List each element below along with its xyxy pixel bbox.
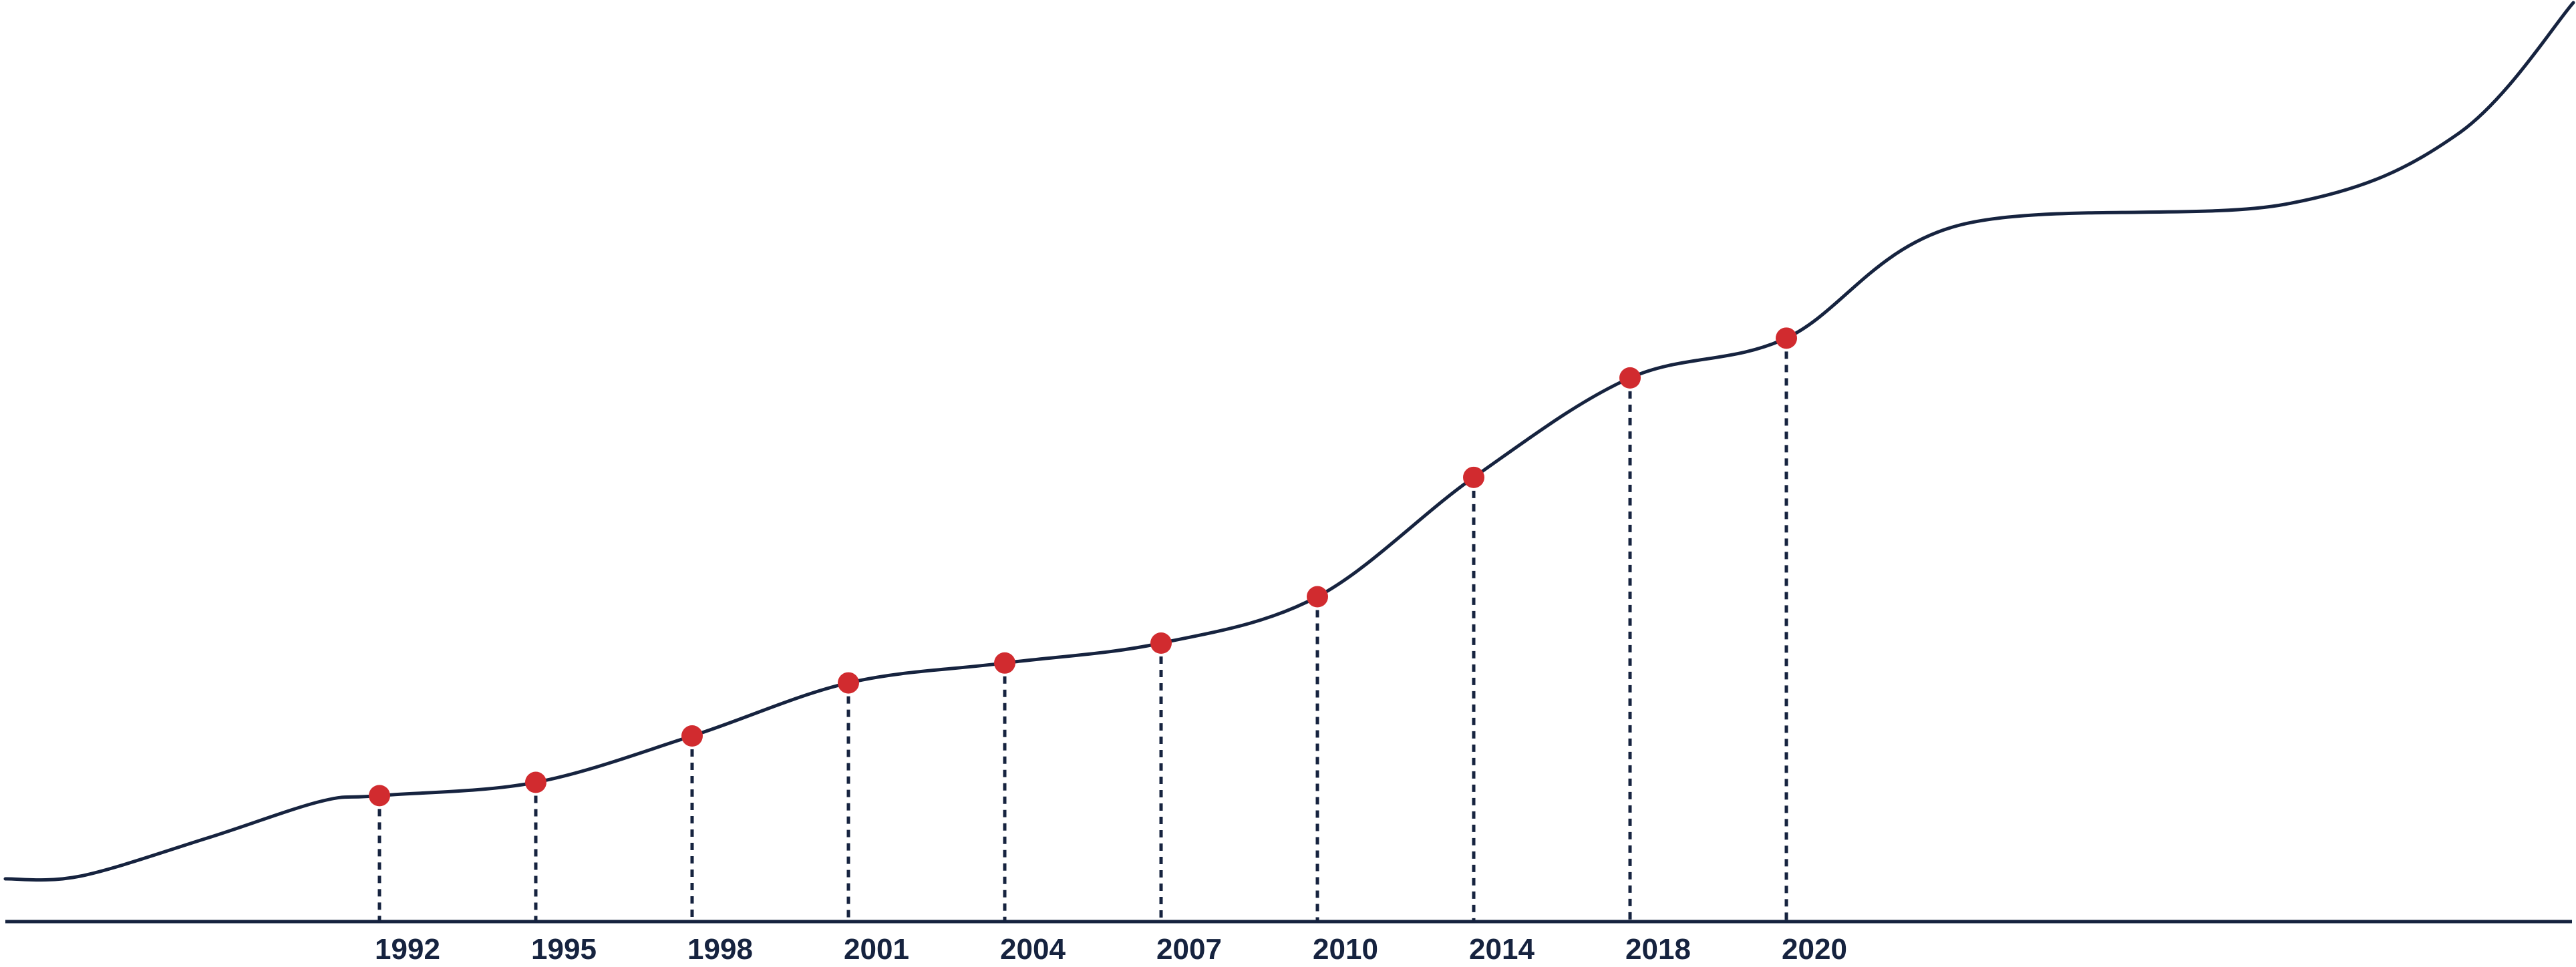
year-label-2018: 2018	[1625, 933, 1691, 966]
data-point-1995	[525, 771, 546, 793]
guide-lines	[377, 338, 1788, 922]
data-point-2001	[838, 672, 859, 694]
data-point-2007	[1150, 632, 1172, 654]
year-label-2010: 2010	[1313, 933, 1378, 966]
year-label-2001: 2001	[844, 933, 909, 966]
year-label-2004: 2004	[1000, 933, 1066, 966]
year-label-2020: 2020	[1782, 933, 1847, 966]
data-markers	[369, 327, 1797, 807]
year-label-2014: 2014	[1469, 933, 1535, 966]
year-label-1998: 1998	[687, 933, 753, 966]
data-point-2010	[1307, 586, 1328, 608]
year-label-2007: 2007	[1156, 933, 1222, 966]
trend-line	[3, 1, 2575, 882]
year-labels: 1992 1995 1998 2001 2004 2007 2010 2014 2018 2020	[375, 933, 1847, 966]
data-point-1998	[681, 725, 703, 747]
data-point-2014	[1463, 466, 1484, 488]
data-point-2020	[1776, 327, 1797, 349]
data-point-2004	[994, 652, 1015, 674]
data-point-2018	[1619, 367, 1641, 389]
year-label-1995: 1995	[531, 933, 597, 966]
year-label-1992: 1992	[375, 933, 440, 966]
data-point-1992	[369, 785, 390, 807]
